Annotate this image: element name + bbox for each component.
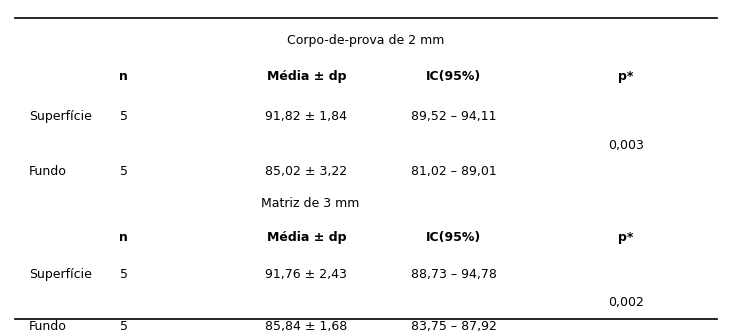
Text: 0,002: 0,002 [608, 296, 644, 309]
Text: 5: 5 [119, 165, 127, 178]
Text: 5: 5 [119, 268, 127, 281]
Text: 83,75 – 87,92: 83,75 – 87,92 [411, 320, 497, 333]
Text: p*: p* [619, 231, 634, 244]
Text: 85,02 ± 3,22: 85,02 ± 3,22 [265, 165, 347, 178]
Text: 5: 5 [119, 110, 127, 123]
Text: 5: 5 [119, 320, 127, 333]
Text: n: n [119, 231, 128, 244]
Text: Superfície: Superfície [29, 268, 92, 281]
Text: IC(95%): IC(95%) [426, 231, 482, 244]
Text: 81,02 – 89,01: 81,02 – 89,01 [411, 165, 497, 178]
Text: 0,003: 0,003 [608, 139, 644, 152]
Text: Média ± dp: Média ± dp [266, 70, 346, 83]
Text: Fundo: Fundo [29, 165, 67, 178]
Text: IC(95%): IC(95%) [426, 70, 482, 83]
Text: Média ± dp: Média ± dp [266, 231, 346, 244]
Text: Fundo: Fundo [29, 320, 67, 333]
Text: 91,82 ± 1,84: 91,82 ± 1,84 [265, 110, 347, 123]
Text: Matriz de 3 mm: Matriz de 3 mm [261, 197, 359, 210]
Text: n: n [119, 70, 128, 83]
Text: Superfície: Superfície [29, 110, 92, 123]
Text: 88,73 – 94,78: 88,73 – 94,78 [411, 268, 497, 281]
Text: p*: p* [619, 70, 634, 83]
Text: 91,76 ± 2,43: 91,76 ± 2,43 [265, 268, 347, 281]
Text: 85,84 ± 1,68: 85,84 ± 1,68 [265, 320, 348, 333]
Text: 89,52 – 94,11: 89,52 – 94,11 [411, 110, 496, 123]
Text: Corpo-de-prova de 2 mm: Corpo-de-prova de 2 mm [288, 34, 444, 47]
